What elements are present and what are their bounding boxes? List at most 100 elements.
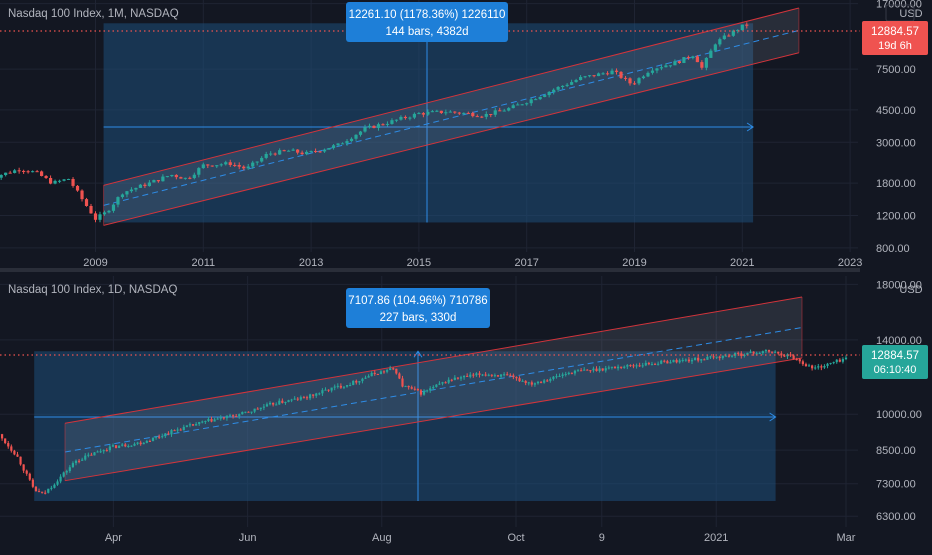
candle-body (184, 178, 187, 179)
candle-body (842, 359, 844, 362)
candle-body (350, 139, 353, 141)
candle-body (488, 375, 490, 376)
candle-body (592, 75, 595, 76)
x-tick-label: 2017 (514, 257, 538, 269)
candle-body (87, 455, 89, 456)
candle-body (149, 441, 151, 442)
candle-body (408, 386, 410, 387)
candle-body (426, 112, 429, 115)
candle-body (642, 365, 644, 366)
candle-body (463, 376, 465, 377)
candle-body (589, 370, 591, 371)
candle-body (694, 358, 696, 360)
candle-body (476, 116, 479, 117)
candle-body (462, 113, 465, 114)
candle-body (399, 117, 402, 120)
candle-body (186, 425, 188, 426)
candle-body (296, 150, 299, 153)
candle-body (125, 191, 128, 194)
candle-body (728, 356, 730, 357)
candle-body (134, 188, 137, 190)
candle-body (516, 104, 519, 105)
candle-body (445, 382, 447, 383)
candle-body (509, 375, 511, 376)
candle-body (318, 151, 321, 152)
candle-body (188, 178, 191, 179)
candle-body (583, 370, 585, 371)
candle-body (691, 56, 694, 58)
candle-body (49, 178, 52, 184)
x-tick-label: 9 (599, 532, 605, 544)
candle-body (250, 412, 252, 413)
candle-body (18, 170, 21, 171)
candle-body (148, 182, 151, 186)
candle-body (179, 177, 182, 179)
candle-body (197, 168, 200, 175)
candle-body (100, 451, 102, 452)
candle-body (759, 353, 761, 354)
candle-body (642, 76, 645, 78)
candle-body (310, 151, 313, 152)
candle-body (103, 450, 105, 451)
candle-body (664, 65, 667, 67)
candle-body (395, 120, 398, 121)
candle-body (525, 381, 527, 383)
candle-body (202, 164, 205, 168)
candle-body (557, 87, 560, 90)
candle-body (836, 360, 838, 362)
candle-body (4, 173, 7, 175)
candle-body (682, 57, 685, 63)
candle-body (60, 477, 62, 482)
candle-body (278, 150, 281, 154)
candle-body (130, 446, 132, 447)
candle-body (771, 352, 773, 353)
candle-body (449, 112, 452, 113)
candle-body (223, 417, 225, 418)
candle-body (549, 379, 551, 381)
candle-body (260, 408, 262, 409)
candle-body (624, 78, 627, 79)
candle-body (632, 365, 634, 366)
candle-body (336, 143, 339, 145)
candle-body (361, 379, 363, 381)
candle-body (287, 400, 289, 402)
candle-body (265, 154, 268, 158)
candle-body (679, 360, 681, 362)
candle-body (467, 113, 470, 114)
candle-body (457, 378, 459, 379)
candle-body (47, 489, 49, 493)
candle-body (709, 51, 712, 58)
candle-body (287, 151, 290, 152)
candle-body (341, 143, 344, 144)
candle-body (238, 165, 241, 167)
candle-body (130, 190, 133, 192)
y-tick-label: 800.00 (876, 243, 910, 255)
candle-body (783, 356, 785, 357)
candle-body (204, 421, 206, 422)
candle-body (23, 464, 25, 470)
candle-body (528, 382, 530, 383)
candle-body (300, 397, 302, 399)
candle-body (512, 105, 515, 108)
candle-body (254, 409, 256, 412)
candle-body (266, 404, 268, 406)
candle-body (152, 180, 155, 182)
measurement-bars: 144 bars, 4382d (385, 26, 468, 38)
candle-body (654, 364, 656, 365)
candle-body (441, 382, 443, 383)
candle-body (512, 375, 514, 376)
candle-body (645, 363, 647, 365)
candle-body (305, 152, 308, 154)
candle-body (32, 480, 34, 487)
candle-body (116, 197, 119, 205)
candle-body (417, 389, 419, 390)
candle-body (71, 179, 74, 186)
candle-body (719, 357, 721, 358)
candle-body (392, 368, 394, 369)
candle-body (380, 371, 382, 374)
candle-body (220, 164, 223, 165)
candle-body (623, 367, 625, 368)
currency-label: USD (899, 284, 922, 296)
candle-body (183, 427, 185, 430)
candle-body (275, 404, 277, 405)
